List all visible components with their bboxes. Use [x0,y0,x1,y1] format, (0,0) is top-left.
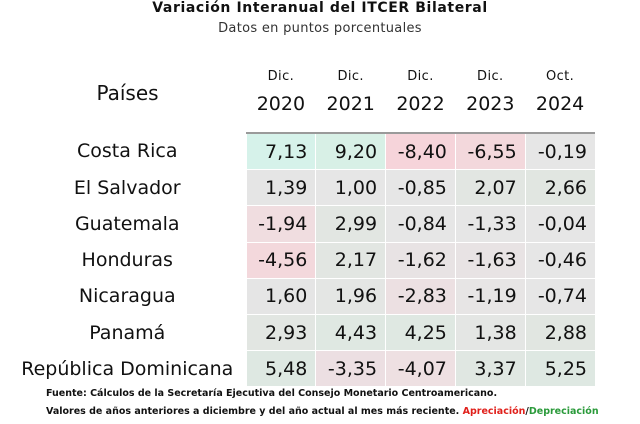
value-cell: -0,46 [524,242,595,279]
column-month: Dic. [337,69,364,84]
source-note: Fuente: Cálculos de la Secretaría Ejecut… [46,388,498,399]
legend-depreciacion: Depreciación [528,406,599,417]
value-cell: 4,25 [385,314,456,351]
column-year: 2021 [315,84,386,134]
value-cell: 3,37 [454,350,526,387]
column-month: Dic. [267,69,295,84]
value-cell: 2,99 [315,205,386,243]
value-cell: -3,35 [315,350,386,387]
country-cell: República Dominicana [21,357,234,380]
value-cell: -1,33 [454,205,526,243]
column-year: 2020 [246,84,316,134]
table-row: Nicaragua 1,60 1,96 -2,83 -1,19 -0,74 [9,278,595,315]
value-cell: 7,13 [245,133,316,170]
column-month: Oct. [545,69,575,84]
value-cell: -0,74 [524,278,595,315]
table-row: Costa Rica 7,13 9,20 -8,40 -6,55 -0,19 [9,133,595,170]
country-cell: Nicaragua [78,285,176,308]
value-cell: -1,19 [454,278,526,315]
value-cell: 1,39 [245,169,316,206]
row-header: Países [96,80,159,105]
table-row: El Salvador 1,39 1,00 -0,85 2,07 2,66 [9,169,595,206]
country-cell: Guatemala [74,212,180,235]
value-cell: -6,55 [454,133,526,170]
table-row: Guatemala -1,94 2,99 -0,84 -1,33 -0,04 [9,205,595,243]
legend-separator: / [525,406,529,417]
header-month-row: Países Dic. Dic. Dic. Dic. Oct. [9,60,595,105]
country-cell: El Salvador [73,176,181,199]
column-year: 2022 [385,84,456,134]
header-year-row: 2020 2021 2022 2023 2024 [9,84,595,134]
value-cell: -4,07 [385,350,456,387]
value-cell: 4,43 [315,314,386,351]
column-year: 2024 [525,84,595,134]
value-cell: -8,40 [385,133,456,170]
table-body: Costa Rica 7,13 9,20 -8,40 -6,55 -0,19 El Salv… [9,133,595,387]
country-cell: Honduras [81,249,173,272]
value-cell: 2,88 [524,314,595,351]
table-row: República Dominicana 5,48 -3,35 -4,07 3,37 5,… [9,350,595,387]
itcer-table: Países Dic. Dic. Dic. Dic. Oct. 2020 202… [9,60,595,387]
value-cell: 5,25 [524,350,595,387]
value-cell: 2,07 [454,169,526,206]
table-row: Honduras -4,56 2,17 -1,62 -1,63 -0,46 [9,242,595,279]
value-cell: -0,85 [385,169,456,206]
value-cell: -1,63 [454,242,526,279]
table-row: Panamá 2,93 4,43 4,25 1,38 2,88 [9,314,595,351]
value-cell: -1,94 [245,205,316,243]
chart-title: Variación Interanual del ITCER Bilateral [152,0,488,16]
country-cell: Panamá [89,321,166,344]
value-cell: 9,20 [315,133,386,170]
country-cell: Costa Rica [77,140,178,163]
value-cell: -0,19 [524,133,595,170]
value-cell: 1,00 [315,169,386,206]
column-year: 2023 [455,84,526,134]
value-cell: 5,48 [245,350,316,387]
value-cell: -0,84 [385,205,456,243]
value-cell: -4,56 [245,242,316,279]
value-cell: 2,93 [245,314,316,351]
column-month: Dic. [407,69,434,84]
values-note-text: Valores de años anteriores a diciembre y… [46,406,463,417]
value-cell: -1,62 [385,242,456,279]
column-month: Dic. [477,69,504,84]
value-cell: 1,96 [315,278,386,315]
value-cell: 2,66 [524,169,595,206]
legend-apreciacion: Apreciación [462,406,526,417]
values-note: Valores de años anteriores a diciembre y… [46,406,599,417]
value-cell: 1,38 [454,314,526,351]
value-cell: -2,83 [385,278,456,315]
value-cell: 2,17 [315,242,386,279]
value-cell: -0,04 [524,205,595,243]
chart-subtitle: Datos en puntos porcentuales [218,21,422,36]
value-cell: 1,60 [245,278,316,315]
